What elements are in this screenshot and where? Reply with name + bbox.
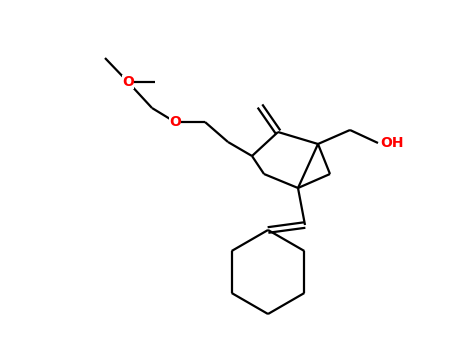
- Text: OH: OH: [380, 136, 404, 150]
- Text: O: O: [169, 115, 181, 129]
- Text: O: O: [122, 75, 134, 89]
